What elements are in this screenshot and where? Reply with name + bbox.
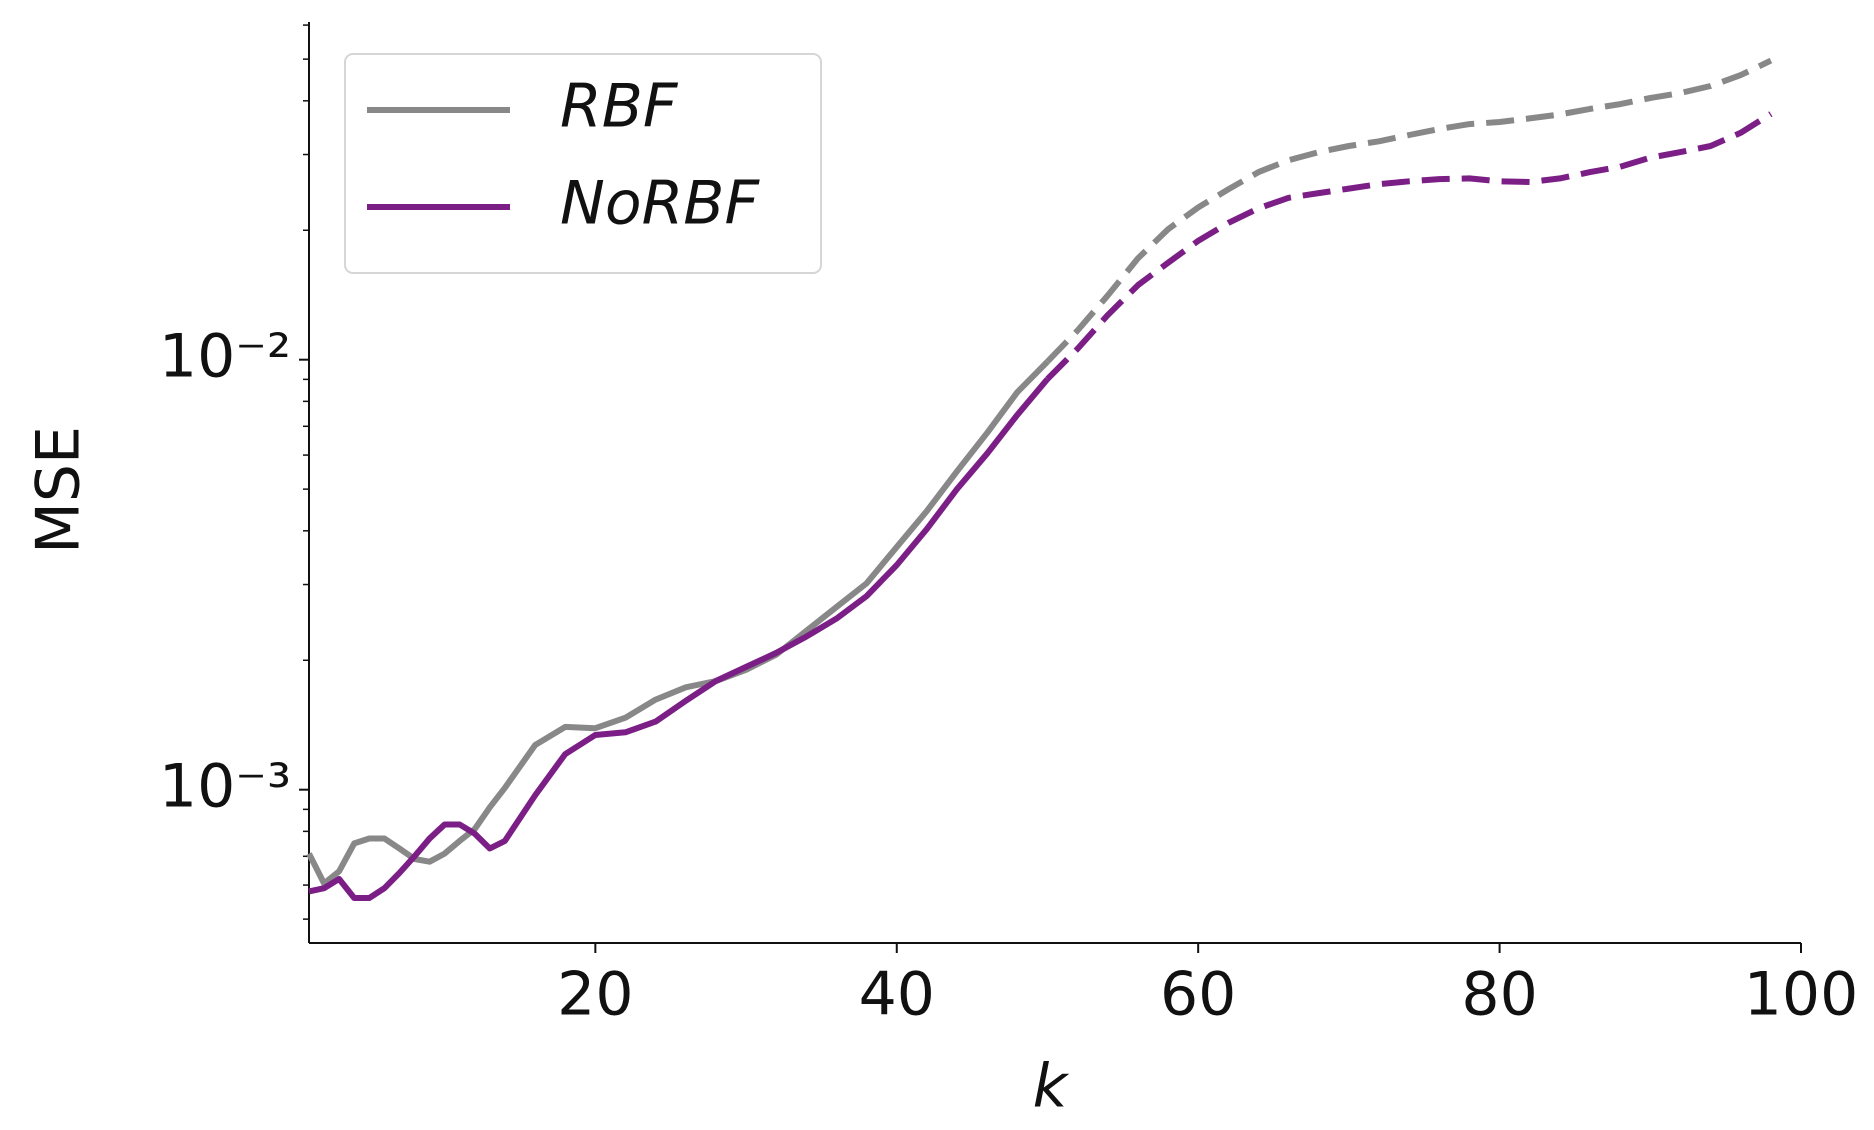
legend-label: RBF bbox=[560, 72, 679, 142]
x-tick-label: 40 bbox=[859, 960, 935, 1030]
y-axis-label: MSE bbox=[24, 426, 94, 554]
x-tick-label: 20 bbox=[557, 960, 633, 1030]
x-tick-label: 80 bbox=[1461, 960, 1537, 1030]
x-tick-label: 60 bbox=[1160, 960, 1236, 1030]
series-line bbox=[1045, 111, 1773, 382]
series-line bbox=[308, 377, 1050, 901]
legend: RBF NoRBF bbox=[344, 53, 822, 274]
series-line bbox=[306, 359, 1050, 887]
series-line bbox=[1045, 57, 1773, 364]
x-axis-label: k bbox=[1033, 1052, 1070, 1122]
y-tick-label: 10⁻² bbox=[159, 321, 291, 391]
x-tick-label: 100 bbox=[1744, 960, 1859, 1030]
y-tick-label: 10⁻³ bbox=[159, 751, 291, 821]
legend-label: NoRBF bbox=[560, 169, 760, 239]
